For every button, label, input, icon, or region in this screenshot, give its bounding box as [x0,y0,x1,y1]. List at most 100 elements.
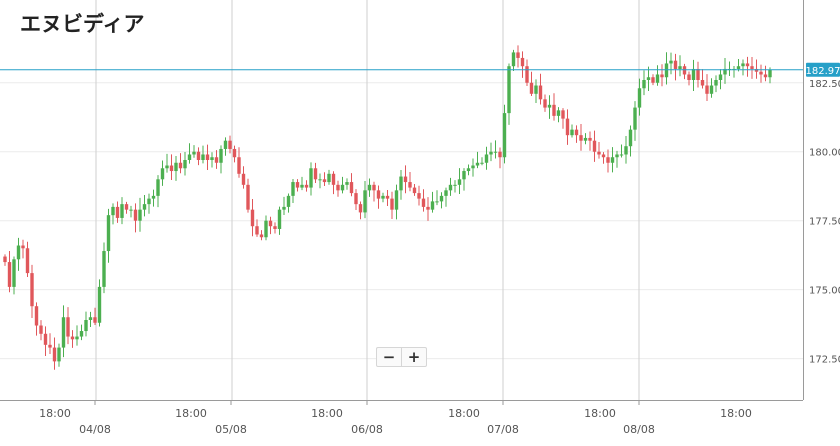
candle-body [305,185,308,188]
candle [3,254,6,266]
candle [620,144,623,157]
candle-body [152,196,155,199]
x-tick-label: 04/08 [79,423,111,436]
candle-body [390,199,393,210]
candle [305,180,308,191]
candle-body [453,185,456,186]
candle [647,67,650,91]
candle-body [372,185,375,191]
candle [458,168,461,194]
candle [89,312,92,327]
candle [548,95,551,119]
candle [224,137,227,155]
candle-body [768,70,771,77]
candle-body [615,154,618,157]
candle [755,60,758,79]
candle-body [642,80,645,88]
candle-body [674,61,677,69]
candle-body [48,345,51,348]
candle [282,197,285,215]
grid-lines [0,83,803,359]
candle [579,124,582,151]
candle [147,194,150,214]
candle-body [57,348,60,362]
zoom-in-button[interactable]: + [401,348,426,366]
candle [426,197,429,221]
candle-body [561,110,564,118]
candle-body [71,337,74,340]
candle-body [633,108,636,130]
candle [602,152,605,164]
candle-body [246,185,249,210]
candle-body [264,221,267,238]
candle-body [323,179,326,182]
candle-body [395,190,398,209]
candle [273,222,276,233]
x-tick-label: 18:00 [175,407,207,420]
candle-body [665,63,668,77]
candle [309,162,312,195]
candle [143,195,146,216]
candle-body [134,210,137,221]
candle [53,337,56,369]
candle-body [143,204,146,210]
candle-body [66,317,69,336]
candle [759,65,762,83]
x-tick-label: 05/08 [215,423,247,436]
candle-body [701,80,704,86]
candle-body [309,168,312,187]
candle [489,143,492,162]
candle [390,192,393,219]
candle [597,142,600,159]
candle [476,152,479,168]
candle-body [111,207,114,215]
candle-body [467,168,470,171]
candle-body [480,163,483,164]
candle [228,136,231,154]
candle [327,170,330,185]
candle-body [156,179,159,196]
candle-body [147,199,150,205]
candle [678,55,681,76]
candle [642,70,645,95]
candle-body [444,190,447,196]
candle [206,145,209,170]
candle-body [84,320,87,331]
candle [462,168,465,191]
candle-body [228,141,231,149]
candle-body [129,210,132,211]
candle-body [624,146,627,154]
candle [552,93,555,120]
candle [354,189,357,210]
y-tick-label: 180.00 [809,148,840,159]
candle-body [327,174,330,182]
candle [323,172,326,186]
candle-body [300,185,303,188]
candle-body [638,88,641,107]
x-tick-label: 18:00 [584,407,616,420]
candle-body [381,196,384,199]
candle-body [449,185,452,191]
candle-body [206,154,209,160]
candle [633,101,636,141]
candle [156,175,159,207]
candle [467,164,470,175]
candle-body [350,182,353,193]
candle-body [570,130,573,136]
candle-body [683,66,686,74]
candle-body [26,248,29,273]
candle [471,159,474,177]
candle [705,74,708,101]
candle-body [629,130,632,147]
candle [651,74,654,85]
axes [0,0,804,401]
current-price-tag: 182.97 [806,63,840,77]
candle [125,202,128,214]
candle-body [611,157,614,163]
candle [422,189,425,211]
candle [35,302,38,335]
candle [638,79,641,116]
zoom-out-button[interactable]: − [377,348,401,366]
